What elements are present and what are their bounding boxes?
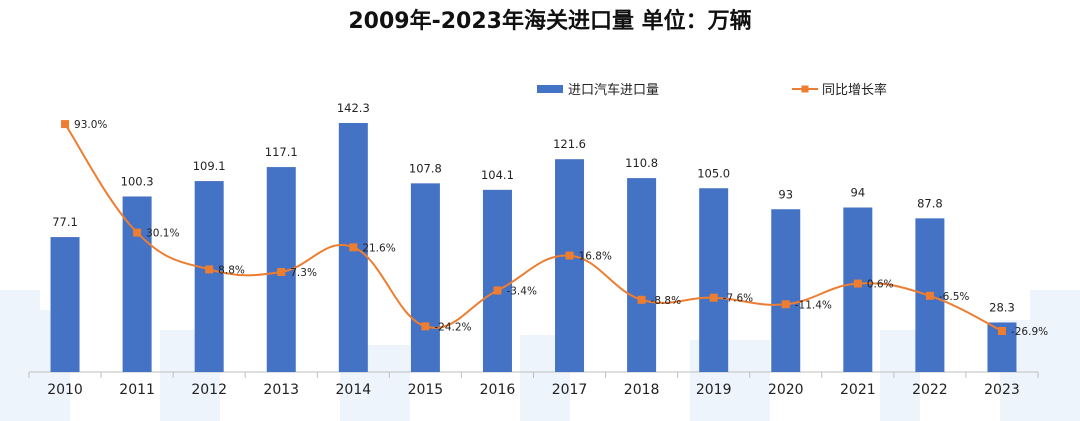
x-tick-label-2017: 2017 (552, 382, 588, 398)
growth-marker-2015 (421, 322, 430, 331)
growth-marker-2013 (277, 267, 286, 276)
x-tick-label-2016: 2016 (480, 382, 516, 398)
x-axis-separators (28, 372, 1039, 378)
legend: 进口汽车进口量 同比增长率 (537, 82, 887, 98)
x-tick-label-2021: 2021 (840, 382, 876, 398)
growth-label-2022: -6.5% (939, 291, 969, 303)
bar-value-label-2023: 28.3 (989, 300, 1015, 314)
bar-2016 (482, 189, 512, 372)
growth-label-2017: 16.8% (579, 251, 612, 263)
growth-marker-2020 (781, 300, 790, 309)
bar-value-label-2015: 107.8 (409, 161, 442, 175)
bar-2019 (699, 188, 729, 372)
legend-line-label: 同比增长率 (822, 82, 887, 98)
bar-value-label-2014: 142.3 (337, 101, 370, 115)
growth-marker-2022 (925, 291, 934, 300)
x-tick-label-2018: 2018 (624, 382, 660, 398)
bar-value-label-2013: 117.1 (265, 145, 298, 159)
growth-label-2020: -11.4% (795, 299, 832, 311)
x-tick-label-2022: 2022 (912, 382, 948, 398)
growth-marker-2012 (205, 265, 214, 274)
growth-marker-2018 (637, 295, 646, 304)
growth-marker-2017 (565, 251, 574, 260)
growth-marker-2021 (853, 279, 862, 288)
bar-2012 (194, 181, 224, 372)
growth-label-2021: 0.6% (867, 279, 894, 291)
bar-value-label-2021: 94 (851, 186, 866, 200)
bar-value-label-2022: 87.8 (917, 196, 943, 210)
bars-group (50, 122, 1017, 372)
growth-label-2023: -26.9% (1011, 326, 1048, 338)
legend-bar-swatch (537, 85, 563, 93)
bar-value-label-2011: 100.3 (121, 174, 154, 188)
x-tick-labels-group: 2010 2011 2012 2013 2014 2015 2016 2017 2018 2019… (47, 382, 1020, 398)
growth-label-2011: 30.1% (146, 228, 179, 240)
growth-label-2015: -24.2% (434, 321, 471, 333)
x-tick-label-2019: 2019 (696, 382, 732, 398)
x-tick-label-2023: 2023 (984, 382, 1020, 398)
chart-title: 2009年-2023年海关进口量 单位：万辆 (348, 8, 751, 34)
legend-bar-label: 进口汽车进口量 (568, 82, 659, 98)
bar-value-label-2010: 77.1 (52, 215, 78, 229)
growth-label-2014: 21.6% (362, 242, 395, 254)
x-tick-label-2014: 2014 (336, 382, 372, 398)
bar-2011 (122, 196, 152, 372)
growth-labels-group: 93.0% 30.1% 8.8% 7.3% 21.6% -24.2% -3.4% 16.8% -… (74, 119, 1048, 338)
growth-marker-2010 (61, 120, 70, 129)
x-tick-label-2012: 2012 (191, 382, 227, 398)
bar-2020 (771, 209, 801, 372)
bar-2021 (843, 207, 873, 372)
bar-2018 (627, 178, 657, 372)
growth-label-2018: -8.8% (651, 295, 681, 307)
bar-value-label-2018: 110.8 (625, 156, 658, 170)
growth-marker-2019 (709, 293, 718, 302)
bar-value-label-2020: 93 (778, 187, 793, 201)
growth-marker-2023 (997, 327, 1006, 336)
growth-label-2010: 93.0% (74, 119, 107, 131)
bar-2015 (410, 183, 440, 372)
growth-marker-2016 (493, 286, 502, 295)
growth-label-2013: 7.3% (290, 267, 317, 279)
bar-value-label-2016: 104.1 (481, 168, 514, 182)
growth-label-2019: -7.6% (723, 293, 753, 305)
growth-label-2012: 8.8% (218, 264, 245, 276)
x-tick-label-2010: 2010 (47, 382, 83, 398)
x-tick-label-2015: 2015 (408, 382, 444, 398)
growth-marker-2014 (349, 243, 358, 252)
x-tick-label-2013: 2013 (263, 382, 299, 398)
x-tick-label-2011: 2011 (119, 382, 155, 398)
x-tick-label-2020: 2020 (768, 382, 804, 398)
bar-2010 (50, 237, 80, 372)
bar-labels-group: 77.1 100.3 109.1 117.1 142.3 107.8 104.1 121.6 1… (52, 101, 1015, 315)
bar-value-label-2017: 121.6 (553, 137, 586, 151)
growth-label-2016: -3.4% (506, 285, 536, 297)
bar-value-label-2019: 105.0 (697, 166, 730, 180)
bar-2017 (555, 159, 585, 372)
growth-marker-2011 (133, 228, 142, 237)
bar-value-label-2012: 109.1 (193, 159, 226, 173)
legend-line-marker (801, 85, 809, 93)
growth-markers-group (61, 120, 1006, 336)
